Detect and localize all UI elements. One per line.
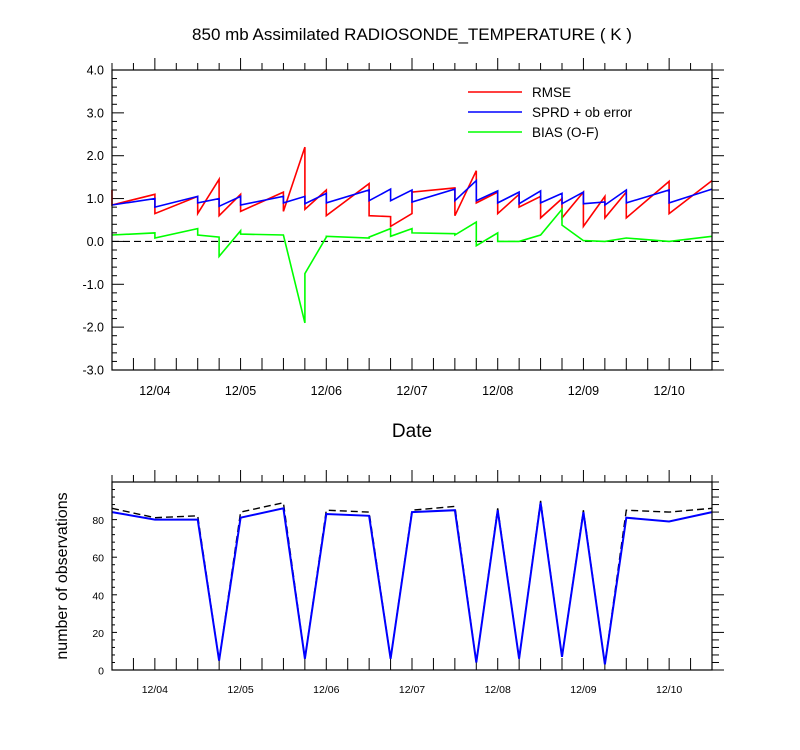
legend-label: SPRD + ob error — [532, 105, 633, 120]
bottom-x-tick-label: 12/06 — [313, 684, 339, 696]
top-x-axis-title: Date — [392, 421, 432, 442]
bottom-x-tick-label: 12/08 — [485, 684, 511, 696]
top-y-tick-label: 4.0 — [87, 64, 104, 78]
top-x-tick-label: 12/10 — [654, 384, 685, 398]
top-plot-frame — [111, 69, 713, 371]
bottom-x-tick-label: 12/09 — [570, 684, 596, 696]
bottom-y-tick-label: 20 — [92, 628, 104, 640]
bottom-y-tick-label: 0 — [98, 666, 104, 678]
bottom-x-tick-label: 12/04 — [142, 684, 168, 696]
top-chart-title: 850 mb Assimilated RADIOSONDE_TEMPERATUR… — [192, 25, 632, 44]
top-y-tick-label: -3.0 — [82, 364, 104, 378]
top-y-tick-label: 2.0 — [87, 149, 104, 163]
top-series-sprd-ob-error — [111, 178, 713, 209]
bottom-y-tick-label: 40 — [92, 590, 104, 602]
bottom-y-tick-label: 80 — [92, 515, 104, 527]
top-y-tick-label: -1.0 — [82, 278, 104, 292]
top-y-tick-label: -2.0 — [82, 321, 104, 335]
top-x-tick-label: 12/09 — [568, 384, 599, 398]
top-x-tick-label: 12/06 — [311, 384, 342, 398]
top-series — [111, 146, 713, 324]
top-series-rmse — [111, 146, 713, 229]
top-series-bias-o-f — [111, 207, 713, 324]
bottom-series-assimilated — [111, 502, 713, 665]
top-x-tick-label: 12/05 — [225, 384, 256, 398]
bottom-ticks: 12/04 12/05 12/06 12/07 12/08 12/09 12/10 0 20 40… — [92, 470, 724, 696]
bottom-x-tick-label: 12/10 — [656, 684, 682, 696]
top-x-tick-label: 12/04 — [139, 384, 170, 398]
legend: RMSE SPRD + ob error BIAS (O-F) — [468, 85, 633, 140]
legend-label: BIAS (O-F) — [532, 125, 599, 140]
bottom-series — [111, 500, 713, 665]
bottom-series-possible — [111, 500, 713, 665]
top-x-tick-label: 12/08 — [482, 384, 513, 398]
bottom-x-tick-label: 12/05 — [227, 684, 253, 696]
bottom-y-axis-title: number of observations — [54, 492, 71, 659]
top-y-tick-label: 3.0 — [87, 106, 104, 120]
top-x-tick-label: 12/07 — [396, 384, 427, 398]
bottom-plot-frame — [111, 481, 713, 671]
bottom-y-tick-label: 60 — [92, 553, 104, 565]
bottom-x-tick-label: 12/07 — [399, 684, 425, 696]
top-ticks: 12/04 12/05 12/06 12/07 12/08 12/09 12/10 -3.0 -… — [82, 58, 724, 398]
top-y-tick-label: 0.0 — [87, 235, 104, 249]
top-y-tick-label: 1.0 — [87, 192, 104, 206]
legend-label: RMSE — [532, 85, 571, 100]
